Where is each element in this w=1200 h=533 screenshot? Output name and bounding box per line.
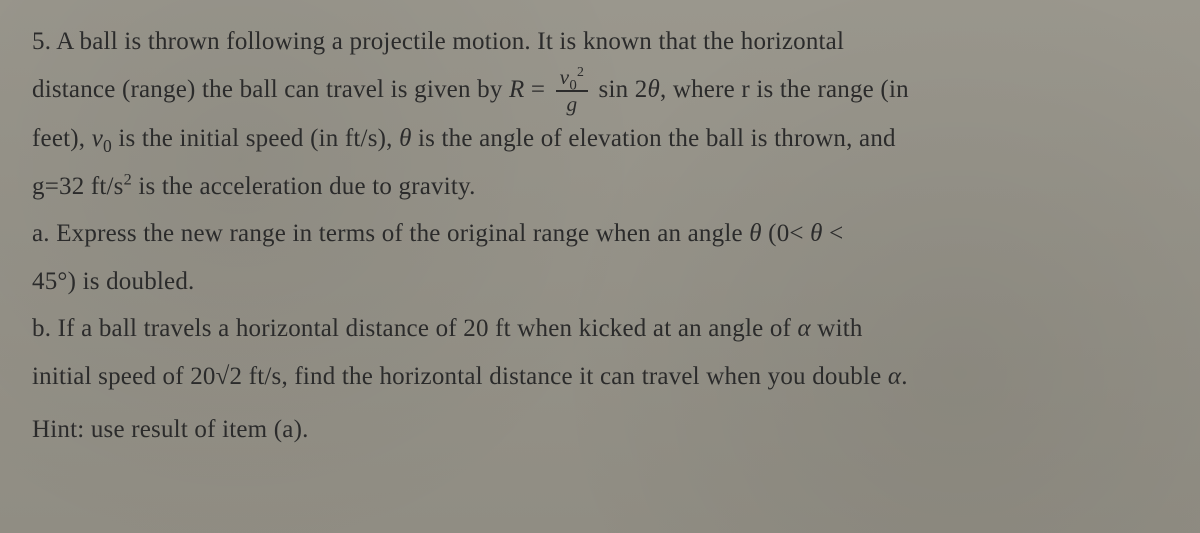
- hint-line: Hint: use result of item (a).: [32, 406, 1172, 454]
- hint-text: Hint: use result of item (a).: [32, 416, 309, 443]
- problem-line-4: g=32 ft/s2 is the acceleration due to gr…: [32, 163, 1172, 211]
- text: If a ball travels a horizontal distance …: [58, 315, 798, 342]
- num-sup: 2: [577, 63, 584, 78]
- text: A ball is thrown following a projectile …: [56, 28, 844, 55]
- squared: 2: [124, 170, 132, 188]
- fraction-denominator: g: [556, 92, 588, 115]
- problem-line-2: distance (range) the ball can travel is …: [32, 66, 1172, 116]
- trig-theta: θ: [647, 76, 659, 103]
- problem-number: 5.: [32, 28, 51, 55]
- v0-var: v: [92, 125, 103, 152]
- text: .: [901, 363, 907, 390]
- theta: θ: [749, 220, 761, 247]
- trig-fn: sin 2: [599, 76, 648, 103]
- text: distance (range) the ball can travel is …: [32, 76, 509, 103]
- text: with: [811, 315, 863, 342]
- part-b-label: b.: [32, 315, 51, 342]
- text: 45°) is doubled.: [32, 268, 195, 295]
- theta: θ: [810, 220, 822, 247]
- text: (0<: [762, 220, 810, 247]
- text: , where r is the range (in: [660, 76, 909, 103]
- problem-line-3: feet), v0 is the initial speed (in ft/s)…: [32, 115, 1172, 163]
- alpha: α: [888, 363, 901, 390]
- text: Express the new range in terms of the or…: [56, 220, 749, 247]
- num-var: v: [560, 65, 570, 89]
- part-b-line-2: initial speed of 20√2 ft/s, find the hor…: [32, 353, 1172, 401]
- text: is the angle of elevation the ball is th…: [412, 125, 896, 152]
- theta: θ: [399, 125, 411, 152]
- alpha: α: [798, 315, 811, 342]
- part-b-line-1: b. If a ball travels a horizontal distan…: [32, 305, 1172, 353]
- formula-lhs: R: [509, 76, 524, 103]
- part-a-line-2: 45°) is doubled.: [32, 258, 1172, 306]
- part-a-line-1: a. Express the new range in terms of the…: [32, 210, 1172, 258]
- equals: =: [524, 76, 551, 103]
- fraction-numerator: v02: [556, 67, 588, 92]
- v0-sub: 0: [103, 136, 112, 156]
- num-sub: 0: [569, 77, 577, 93]
- text: <: [823, 220, 844, 247]
- text: initial speed of 20√2 ft/s, find the hor…: [32, 363, 888, 390]
- text: is the initial speed (in ft/s),: [112, 125, 399, 152]
- text: g=32 ft/s: [32, 173, 124, 200]
- formula-fraction: v02g: [556, 67, 588, 116]
- problem-line-1: 5. A ball is thrown following a projecti…: [32, 18, 1172, 66]
- problem-page: 5. A ball is thrown following a projecti…: [32, 18, 1172, 454]
- text: is the acceleration due to gravity.: [132, 173, 476, 200]
- text: feet),: [32, 125, 92, 152]
- part-a-label: a.: [32, 220, 50, 247]
